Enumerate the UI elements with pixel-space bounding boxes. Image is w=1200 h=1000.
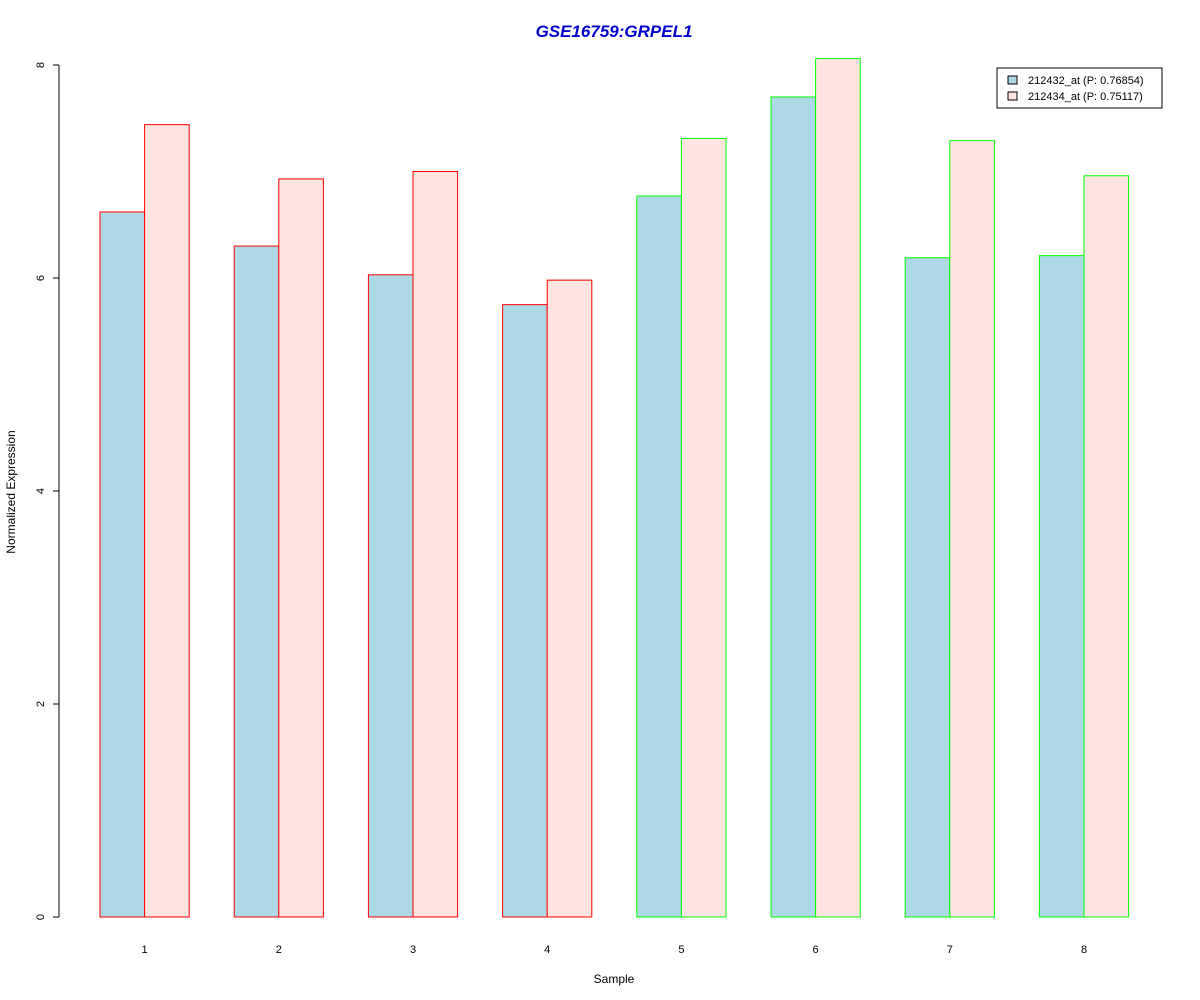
y-tick-label: 0 — [35, 914, 47, 920]
bar-1-sample-2 — [233, 245, 280, 918]
bar-2-sample-5 — [680, 137, 727, 918]
bar-2-sample-3 — [412, 171, 459, 918]
bars-layer — [99, 58, 1130, 918]
bar-1-sample-7 — [904, 257, 951, 918]
legend-swatch-1 — [1007, 75, 1018, 85]
x-tick-label: 7 — [947, 944, 953, 956]
legend-label-1: 212432_at (P: 0.76854) — [1028, 75, 1144, 87]
bar-1-sample-6 — [770, 96, 817, 918]
legend-label-2: 212434_at (P: 0.75117) — [1028, 91, 1143, 103]
x-tick-label: 8 — [1081, 944, 1087, 956]
bar-2-sample-6 — [815, 58, 861, 918]
x-tick-label: 4 — [544, 944, 550, 956]
x-tick-label: 3 — [410, 944, 416, 956]
bar-1-sample-1 — [99, 211, 146, 918]
x-axis: 1 2 3 4 5 6 7 8 — [142, 944, 1088, 956]
y-axis-label: Normalized Expression — [4, 430, 18, 553]
legend-swatch-2 — [1007, 91, 1018, 101]
chart-title: GSE16759:GRPEL1 — [536, 22, 693, 41]
y-axis: 0 2 4 6 8 — [35, 62, 60, 920]
x-tick-label: 1 — [142, 944, 148, 956]
bar-2-sample-2 — [278, 178, 324, 918]
legend-box — [996, 67, 1163, 109]
bar-1-sample-8 — [1038, 255, 1085, 918]
bar-2-sample-7 — [949, 140, 995, 918]
bar-2-sample-4 — [546, 279, 593, 918]
y-tick-label: 4 — [35, 488, 47, 494]
bar-1-sample-4 — [502, 304, 548, 918]
x-tick-label: 2 — [276, 944, 282, 956]
x-tick-label: 6 — [813, 944, 819, 956]
bar-2-sample-8 — [1083, 175, 1130, 918]
legend: 212432_at (P: 0.76854) 212434_at (P: 0.75… — [996, 67, 1163, 109]
bar-2-sample-1 — [144, 124, 190, 918]
bar-1-sample-5 — [636, 195, 682, 918]
bar-1-sample-3 — [367, 274, 414, 918]
x-axis-label: Sample — [594, 972, 635, 986]
y-tick-label: 8 — [35, 62, 47, 68]
y-tick-label: 2 — [35, 701, 47, 707]
y-tick-label: 6 — [35, 275, 47, 281]
x-tick-label: 5 — [678, 944, 684, 956]
